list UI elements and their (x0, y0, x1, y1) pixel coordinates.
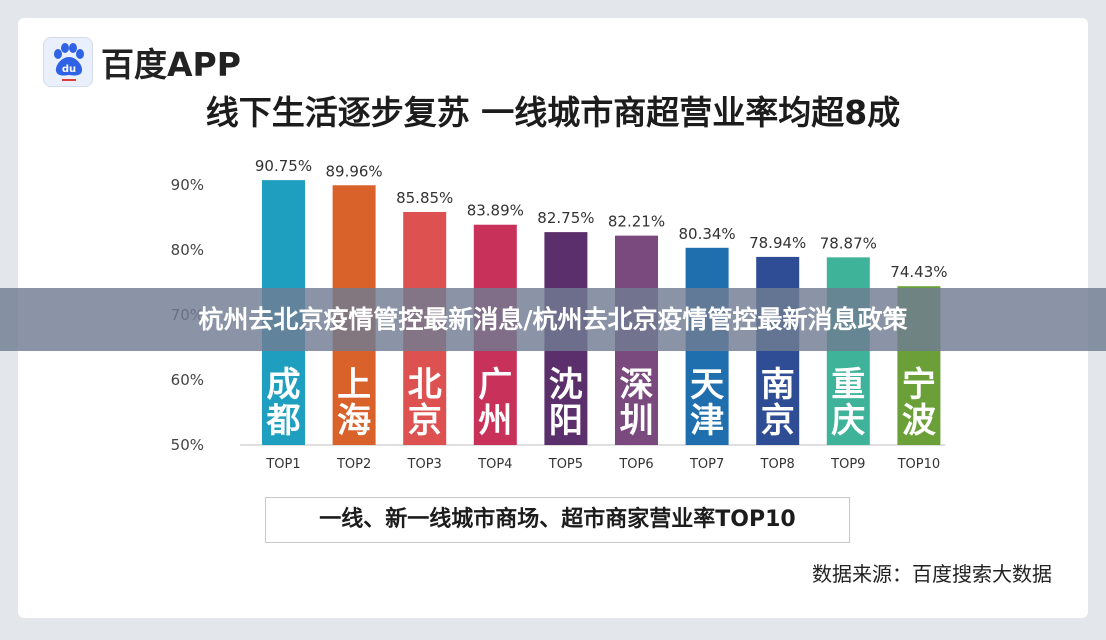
data-label: 89.96% (325, 162, 382, 180)
y-tick-label: 80% (171, 241, 204, 259)
city-label-char: 京 (761, 401, 795, 441)
city-label-char: 波 (902, 401, 936, 441)
city-label-char: 京 (408, 401, 442, 441)
chart-title: 线下生活逐步复苏 一线城市商超营业率均超8成 (205, 93, 901, 132)
x-tick-label: TOP3 (407, 457, 442, 472)
baidu-paw-icon: du (43, 37, 93, 87)
y-tick-label: 60% (171, 371, 204, 389)
data-label: 82.21% (608, 213, 665, 231)
data-label: 82.75% (537, 209, 594, 227)
data-label: 78.94% (749, 234, 806, 252)
app-name: 百度APP (101, 45, 241, 84)
x-tick-label: TOP9 (830, 457, 865, 472)
city-label-char: 庆 (831, 401, 865, 441)
x-tick-label: TOP5 (548, 457, 583, 472)
svg-text:du: du (62, 64, 76, 75)
data-label: 74.43% (890, 263, 947, 281)
data-label: 80.34% (678, 225, 735, 243)
city-label-char: 都 (266, 401, 301, 441)
app-logo: du 百度APP (43, 37, 241, 87)
y-tick-label: 50% (171, 436, 204, 454)
city-label-char: 上 (337, 365, 371, 405)
city-label-char: 津 (690, 401, 724, 441)
city-label-char: 海 (337, 401, 371, 441)
chart-caption: 一线、新一线城市商场、超市商家营业率TOP10 (265, 497, 850, 543)
city-label-char: 沈 (549, 365, 583, 405)
data-label: 83.89% (467, 202, 524, 220)
x-tick-label: TOP8 (760, 457, 795, 472)
city-label-char: 广 (478, 365, 512, 405)
y-tick-label: 90% (171, 176, 204, 194)
city-label-char: 北 (408, 365, 442, 405)
city-label-char: 阳 (549, 401, 583, 441)
banner-text: 杭州去北京疫情管控最新消息/杭州去北京疫情管控最新消息政策 (198, 305, 908, 334)
city-label-char: 南 (761, 365, 795, 405)
city-label-char: 州 (478, 401, 512, 441)
overlay-banner: 杭州去北京疫情管控最新消息/杭州去北京疫情管控最新消息政策 (0, 288, 1106, 351)
city-label-char: 成 (267, 365, 301, 405)
data-source: 数据来源：百度搜索大数据 (812, 562, 1052, 586)
data-label: 90.75% (255, 157, 312, 175)
data-label: 78.87% (820, 234, 877, 252)
city-label-char: 重 (831, 365, 865, 405)
city-label-char: 宁 (902, 365, 936, 405)
city-label-char: 圳 (620, 401, 654, 441)
x-tick-label: TOP4 (477, 457, 512, 472)
x-tick-label: TOP2 (336, 457, 371, 472)
data-label: 85.85% (396, 189, 453, 207)
x-tick-label: TOP1 (265, 457, 300, 472)
city-label-char: 深 (620, 365, 654, 405)
x-tick-label: TOP10 (897, 457, 941, 472)
city-label-char: 天 (690, 365, 724, 405)
x-tick-label: TOP7 (689, 457, 724, 472)
x-tick-label: TOP6 (618, 457, 653, 472)
